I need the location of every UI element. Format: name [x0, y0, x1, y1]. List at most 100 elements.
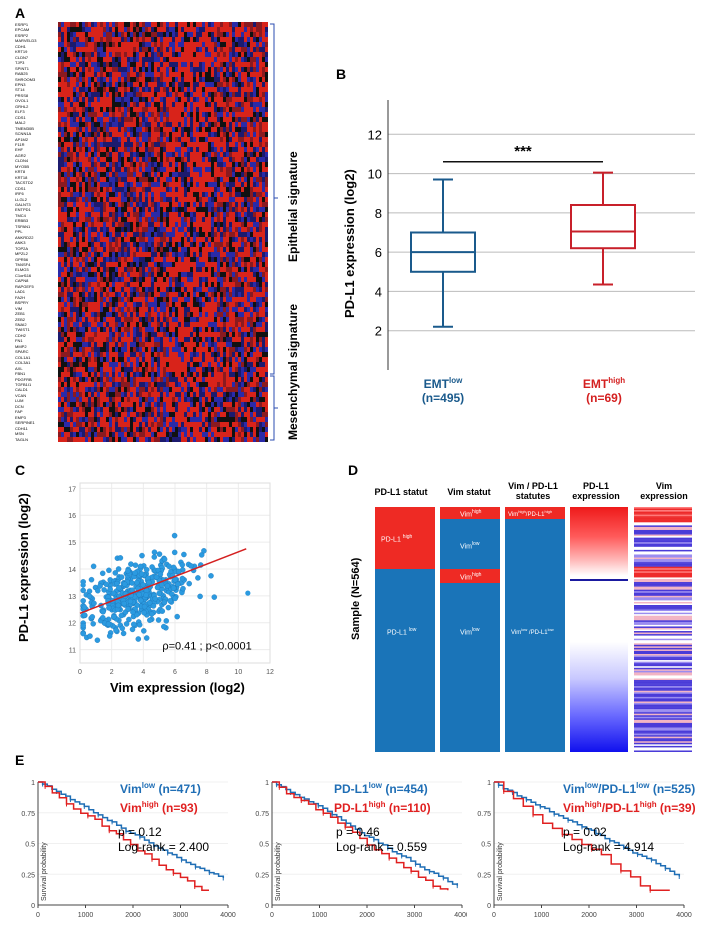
pdl1-low-label: PD-L1 low	[387, 627, 417, 637]
scatter-point	[197, 593, 203, 600]
y-tick-label: 0.5	[25, 842, 35, 849]
emt-high-caption: EMThigh (n=69)	[582, 376, 626, 405]
y-tick-label: 0.25	[255, 872, 269, 879]
y-tick-label: 0.25	[21, 872, 35, 879]
scatter-point	[171, 532, 178, 539]
gene-label: BSPRY	[15, 300, 29, 306]
y-tick-label: 16	[68, 513, 76, 520]
gene-label: RAB25	[15, 71, 28, 77]
gene-label: TSPAN1	[15, 223, 31, 229]
scatter-point	[128, 561, 134, 567]
y-tick-label: 8	[375, 206, 382, 221]
gene-label: KRT18	[15, 174, 28, 180]
scatter-point	[118, 574, 125, 580]
y-tick-label: 0.5	[481, 842, 491, 849]
y-tick-label: 17	[68, 486, 76, 493]
vim-pdl1-statutes-column: Vimhigh/PD-L1high Vimlow /PD-L1low	[505, 507, 565, 752]
scatter-point	[159, 608, 166, 614]
scatter-point	[136, 591, 142, 598]
gene-label: ANK3	[15, 240, 26, 246]
scatter-point	[155, 617, 162, 623]
scatter-point	[94, 637, 101, 643]
gene-label: MYO5B	[15, 163, 30, 169]
vim-low-label-2: Vimlow	[460, 627, 480, 637]
gene-label: ST14	[15, 87, 25, 93]
col-head-vim-expression: Vim expression	[640, 481, 688, 501]
scatter-point	[80, 582, 86, 588]
gene-label: EPN3	[15, 82, 26, 87]
scatter-point	[149, 564, 155, 570]
gene-label: SERPINE1	[15, 420, 35, 426]
gene-label: TWIST1	[15, 327, 30, 333]
scatter-point	[146, 599, 153, 606]
scatter-point	[139, 552, 145, 559]
scatter-point	[141, 609, 147, 616]
gene-label: GRHL2	[15, 103, 29, 109]
x-tick-label: 0	[78, 669, 82, 675]
km-ylabel: Survival probability	[41, 842, 48, 901]
scatter-point	[118, 612, 125, 619]
y-tick-label: 0.25	[477, 872, 491, 879]
x-tick-label: 10	[234, 669, 242, 675]
scatter-point	[165, 604, 172, 611]
gene-label: MPZL2	[15, 251, 28, 257]
scatter-point	[117, 555, 124, 561]
scatter-point	[116, 584, 122, 591]
km-ylabel: Survival probability	[497, 842, 504, 901]
y-tick-label: 15	[68, 540, 76, 547]
scatter-point	[120, 630, 127, 637]
gene-label: TMC4	[15, 212, 26, 218]
y-tick-label: 0	[265, 903, 269, 910]
scatter-point	[153, 574, 160, 580]
gene-label: EPCAM	[15, 27, 30, 33]
vim-expression-column	[634, 507, 692, 752]
km3-stats: p = 0.02 Log-rank = 4.914	[563, 825, 655, 854]
gene-label: ESRP1	[15, 22, 29, 27]
scatter-point	[97, 583, 103, 589]
scatter-point	[107, 586, 113, 593]
scatter-point	[90, 563, 97, 570]
scatter-point	[157, 571, 164, 577]
scatter-point	[161, 599, 168, 606]
scatter-point	[88, 576, 95, 583]
scatter-point	[138, 571, 145, 577]
scatter-point	[164, 583, 171, 589]
x-tick-label: 2000	[125, 912, 141, 919]
gene-label: ENTPD1	[15, 207, 31, 213]
km2-legend: PD-L1low (n=454) PD-L1high (n=110)	[334, 781, 431, 815]
vim-pdl1-high-label: Vimhigh/PD-L1high	[508, 509, 553, 518]
scatter-point	[136, 622, 143, 628]
scatter-point	[137, 563, 144, 570]
gene-label: CDH11	[15, 425, 28, 431]
gene-label: AXL	[15, 365, 23, 371]
gene-label: SNAI2	[15, 322, 27, 327]
scatter-point	[146, 579, 152, 586]
gene-label: MARVELD3	[15, 38, 37, 44]
scatter-point	[150, 603, 157, 609]
scatter-point	[143, 566, 150, 573]
panel-d-ylabel: Sample (N=564)	[350, 557, 362, 640]
scatter-point	[174, 613, 180, 620]
y-tick-label: 0.75	[477, 811, 491, 818]
scatter-point	[89, 614, 96, 620]
y-tick-label: 0.5	[259, 842, 269, 849]
scatter-point	[115, 566, 122, 572]
x-tick-label: 4000	[676, 912, 692, 919]
scatter-point	[123, 621, 130, 627]
gene-label: TAGLN	[15, 436, 29, 442]
vim-low-label-1: Vimlow	[460, 541, 480, 551]
panel-b-ylabel: PD-L1 expression (log2)	[342, 169, 357, 318]
gene-label: PPL	[15, 229, 23, 235]
y-tick-label: 1	[265, 780, 269, 787]
scatter-point	[170, 564, 177, 571]
gene-label: LAD1	[15, 289, 26, 295]
x-tick-label: 4000	[220, 912, 236, 919]
gene-label: TGFB1I1	[15, 382, 32, 387]
scatter-point	[105, 621, 112, 627]
scatter-point	[172, 595, 178, 602]
gene-label: FAP	[15, 409, 23, 415]
gene-label: SPARC	[15, 349, 29, 355]
scatter-point	[121, 600, 127, 607]
scatter-point	[245, 590, 251, 596]
y-tick-label: 2	[375, 324, 382, 339]
